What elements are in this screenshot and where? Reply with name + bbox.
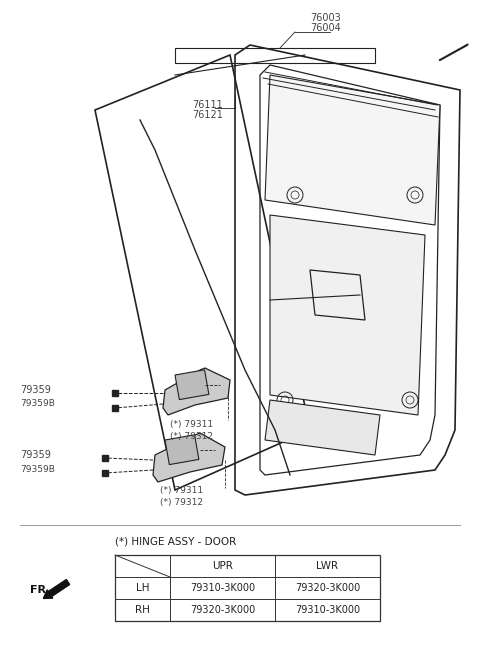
Text: (*) HINGE ASSY - DOOR: (*) HINGE ASSY - DOOR — [115, 537, 236, 547]
Text: (*) 79312: (*) 79312 — [170, 432, 213, 441]
Polygon shape — [265, 75, 440, 225]
Bar — [175, 48, 375, 63]
Text: 79359B: 79359B — [20, 464, 55, 474]
Text: 79310-3K000: 79310-3K000 — [190, 583, 255, 593]
Text: UPR: UPR — [212, 561, 233, 571]
Text: 76121: 76121 — [192, 110, 223, 120]
FancyArrow shape — [43, 580, 70, 599]
Text: (*) 79311: (*) 79311 — [160, 485, 203, 495]
Bar — [115, 555, 380, 621]
Text: RH: RH — [135, 605, 150, 615]
Text: LH: LH — [136, 583, 149, 593]
Text: (*) 79311: (*) 79311 — [170, 421, 213, 430]
Polygon shape — [270, 215, 425, 415]
Polygon shape — [163, 368, 230, 415]
Text: 79320-3K000: 79320-3K000 — [190, 605, 255, 615]
Polygon shape — [265, 400, 380, 455]
Text: 76003: 76003 — [310, 13, 341, 23]
Bar — [175, 370, 209, 400]
Polygon shape — [153, 433, 225, 482]
Text: 79320-3K000: 79320-3K000 — [295, 583, 360, 593]
Text: 79310-3K000: 79310-3K000 — [295, 605, 360, 615]
Text: 79359: 79359 — [20, 385, 51, 395]
Text: 79359: 79359 — [20, 450, 51, 460]
Text: 76111: 76111 — [192, 100, 223, 110]
Bar — [165, 435, 199, 464]
Text: 79359B: 79359B — [20, 400, 55, 409]
Text: 76004: 76004 — [310, 23, 341, 33]
Text: (*) 79312: (*) 79312 — [160, 498, 203, 506]
Text: LWR: LWR — [316, 561, 338, 571]
Text: FR.: FR. — [30, 585, 50, 595]
